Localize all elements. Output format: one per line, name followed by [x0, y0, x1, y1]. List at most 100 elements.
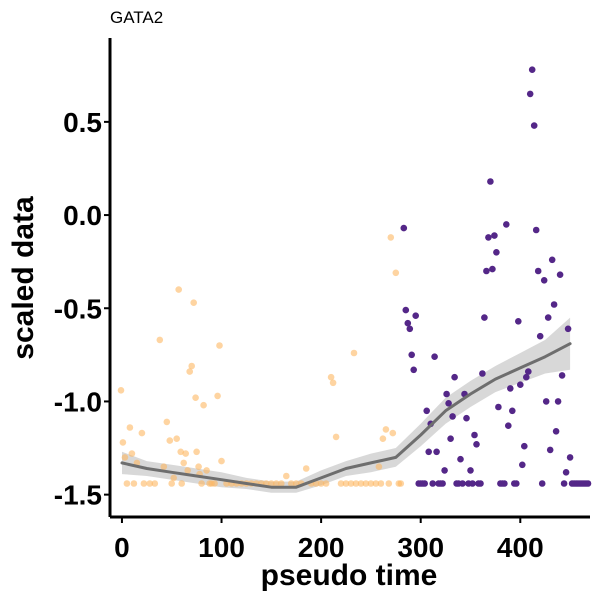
data-point	[156, 336, 164, 344]
data-point	[473, 441, 480, 448]
data-point	[425, 448, 433, 456]
confidence-ribbon-layer	[122, 317, 571, 493]
data-point	[322, 480, 330, 487]
data-point	[519, 461, 526, 469]
data-point	[534, 267, 542, 275]
data-point	[445, 400, 452, 407]
data-point	[402, 306, 410, 314]
data-point	[439, 480, 446, 487]
data-point	[481, 314, 488, 321]
data-point	[544, 314, 552, 321]
confidence-ribbon	[122, 317, 571, 493]
y-tick-label: 0.5	[63, 107, 102, 138]
y-tick-label: -1.0	[54, 386, 102, 417]
data-point	[471, 431, 478, 439]
data-point	[332, 433, 340, 441]
data-point	[268, 480, 275, 487]
data-point	[352, 480, 360, 487]
data-point	[564, 325, 572, 333]
data-point	[151, 480, 159, 487]
data-point	[337, 480, 345, 487]
data-point	[389, 429, 397, 437]
data-point	[433, 448, 440, 456]
data-point	[536, 332, 544, 340]
data-point	[447, 435, 454, 443]
data-point	[190, 299, 197, 307]
data-point	[421, 480, 429, 487]
data-point	[273, 480, 280, 487]
data-point	[214, 392, 221, 400]
data-point	[160, 463, 168, 471]
data-point	[287, 480, 295, 487]
data-point	[342, 480, 350, 487]
data-point	[463, 414, 470, 422]
data-point	[182, 450, 189, 457]
data-point	[173, 435, 180, 443]
data-point	[163, 418, 171, 426]
data-point	[385, 480, 393, 487]
data-point	[347, 480, 355, 487]
data-point	[503, 221, 510, 228]
data-point	[509, 407, 516, 415]
data-point	[408, 351, 416, 359]
data-point	[283, 472, 290, 480]
data-point	[382, 426, 390, 433]
data-point	[178, 480, 185, 487]
x-tick-label: 400	[497, 532, 544, 563]
data-point	[528, 66, 536, 73]
data-point	[515, 318, 522, 325]
data-point	[491, 232, 498, 239]
data-point	[532, 226, 540, 234]
data-point	[195, 463, 202, 471]
data-point	[121, 454, 129, 461]
y-tick-label: -0.5	[54, 293, 102, 324]
data-point	[180, 459, 187, 467]
data-point	[362, 480, 370, 487]
data-point	[211, 480, 218, 487]
x-axis-title: pseudo time	[261, 559, 438, 592]
chart-title: GATA2	[110, 8, 163, 27]
data-point	[501, 480, 508, 487]
data-point	[198, 480, 205, 487]
axes-layer: 0.5 0.0 -0.5 -1.0 -1.5 0 100 200 300 400	[54, 38, 590, 563]
data-point	[517, 381, 524, 389]
x-tick-label: 200	[298, 532, 345, 563]
x-tick-label: 0	[114, 532, 130, 563]
data-point	[477, 480, 484, 487]
data-point	[489, 265, 496, 273]
data-point	[377, 480, 385, 487]
data-point	[372, 480, 380, 487]
data-point	[552, 428, 560, 435]
data-point	[397, 480, 405, 487]
data-point	[554, 398, 562, 405]
data-point	[431, 353, 438, 361]
smooth-line	[120, 342, 572, 489]
data-point	[177, 448, 184, 456]
data-point	[566, 454, 574, 461]
data-point	[457, 455, 464, 463]
data-point	[218, 457, 225, 465]
data-point	[451, 373, 458, 381]
data-point	[302, 465, 310, 472]
data-point	[387, 234, 395, 241]
data-point	[556, 271, 564, 279]
data-point	[392, 269, 400, 277]
data-point	[441, 467, 448, 474]
data-point	[412, 312, 420, 320]
data-point	[200, 401, 207, 409]
data-point	[523, 373, 530, 381]
data-point	[278, 480, 285, 487]
data-point	[558, 372, 566, 379]
data-point	[469, 480, 476, 487]
data-point	[193, 448, 200, 456]
data-point	[562, 469, 570, 476]
data-point	[550, 301, 558, 308]
data-point	[525, 368, 532, 375]
data-point	[526, 90, 534, 98]
data-point	[350, 349, 358, 357]
data-point	[400, 224, 408, 232]
y-axis-title: scaled data	[7, 196, 40, 360]
y-tick-label: -1.5	[54, 480, 102, 511]
data-point	[443, 390, 450, 398]
data-point	[538, 480, 546, 487]
